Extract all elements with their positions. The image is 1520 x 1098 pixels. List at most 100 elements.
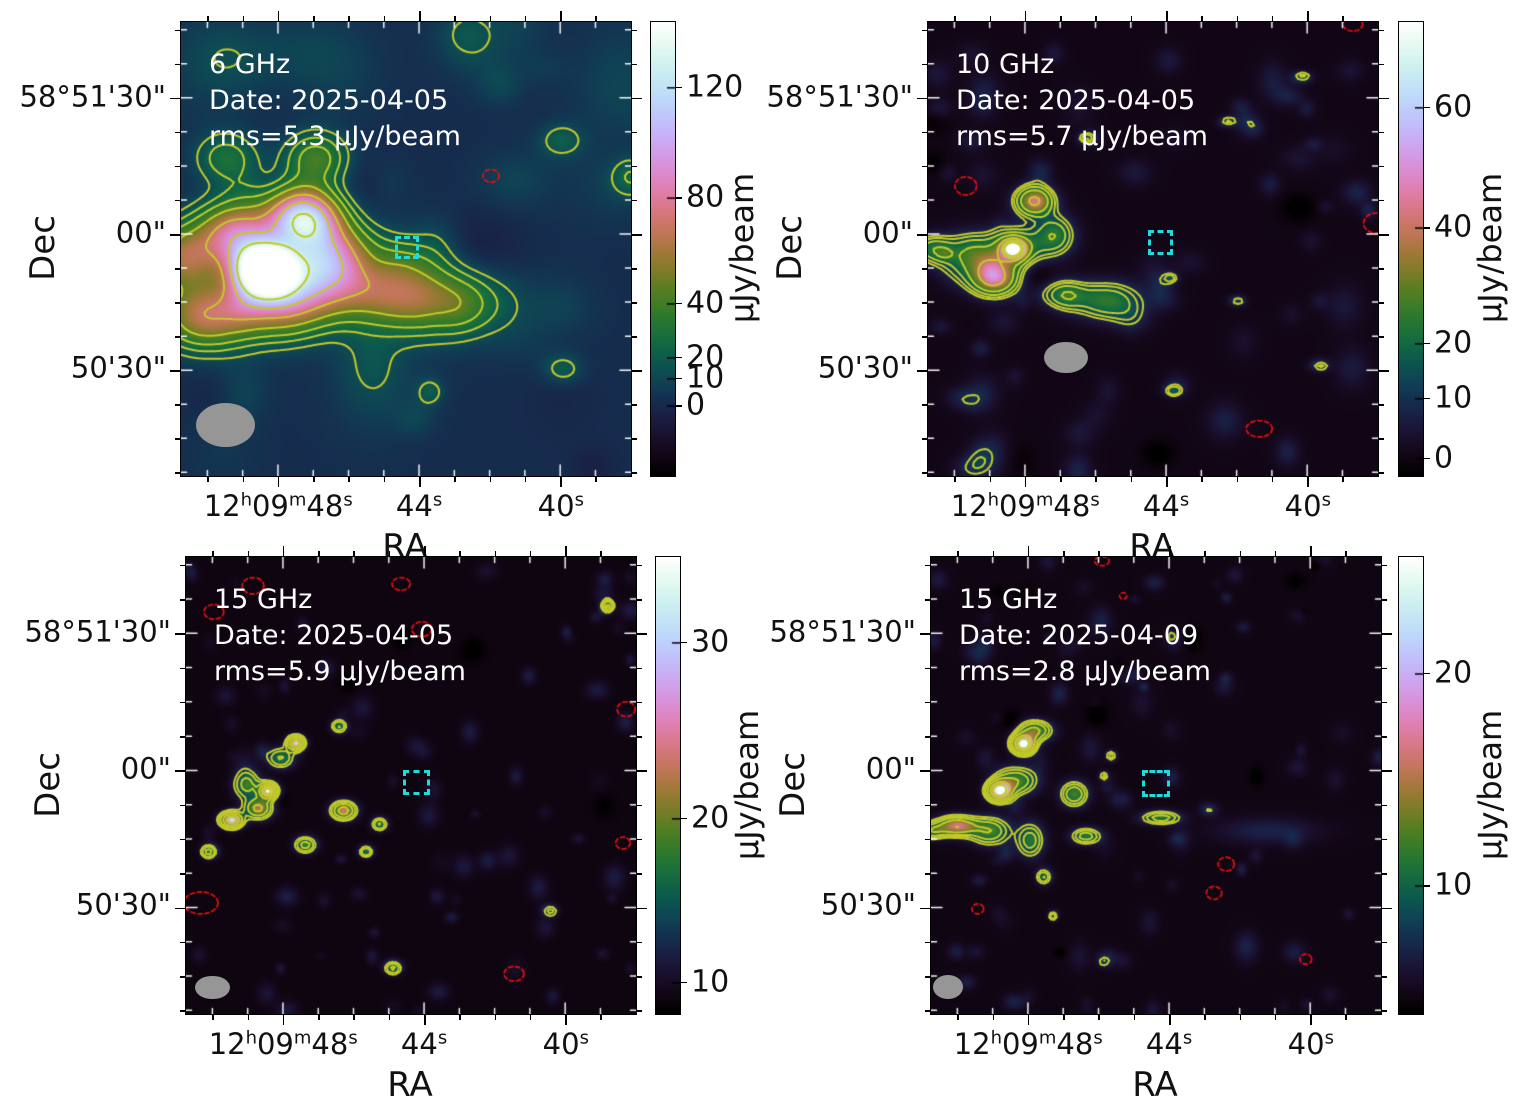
axis-tick	[925, 976, 930, 978]
colorbar-tick-label: 0	[1434, 440, 1454, 476]
axis-tick	[207, 16, 209, 21]
y-tick-label: 00"	[862, 215, 913, 250]
colorbar-tick-label: 10	[686, 360, 725, 396]
axis-tick	[957, 551, 959, 556]
axis-tick	[637, 976, 642, 978]
axis-tick	[632, 131, 637, 134]
target-marker	[395, 235, 419, 259]
colorbar-tick	[1424, 227, 1430, 229]
axis-tick	[454, 16, 456, 21]
axis-tick	[632, 234, 642, 236]
axis-tick	[353, 1015, 355, 1020]
axis-tick	[632, 63, 637, 66]
colorbar-unit-label: µJy/beam	[723, 172, 761, 324]
y-tick-label: 58°51'30"	[24, 614, 171, 649]
target-marker	[402, 769, 430, 795]
axis-tick	[1274, 1015, 1277, 1020]
axis-tick	[175, 907, 185, 910]
axis-tick	[388, 1015, 391, 1020]
axis-tick	[632, 370, 642, 372]
colorbar-tick	[1424, 106, 1430, 109]
axis-tick	[1382, 976, 1387, 978]
date-label: Date: 2025-04-09	[959, 619, 1199, 651]
axis-tick	[925, 599, 930, 601]
colorbar-tick	[1424, 885, 1430, 887]
axis-tick	[920, 770, 930, 772]
axis-tick	[922, 438, 927, 440]
colorbar-tick	[1424, 397, 1430, 400]
axis-tick	[954, 477, 956, 482]
axis-tick	[1166, 11, 1168, 21]
axis-tick	[637, 599, 642, 601]
axis-tick	[925, 736, 930, 738]
axis-tick	[632, 336, 637, 338]
axis-tick	[560, 477, 562, 487]
axis-tick	[1379, 63, 1384, 66]
axis-tick	[313, 477, 315, 482]
axis-tick	[1379, 268, 1384, 270]
axis-tick	[1095, 477, 1097, 482]
axis-tick	[388, 551, 391, 556]
axis-tick	[600, 1015, 602, 1020]
axis-tick	[1379, 97, 1389, 100]
axis-tick	[1204, 1015, 1206, 1020]
colorbar-tick-label: 10	[1434, 380, 1473, 416]
beam-ellipse	[195, 975, 230, 1000]
axis-tick	[1379, 370, 1389, 372]
y-axis-label: Dec	[770, 215, 810, 281]
map-canvas-10ghz	[927, 21, 1379, 477]
axis-tick	[180, 804, 185, 807]
axis-tick	[1379, 29, 1384, 32]
colorbar-tick-label: 30	[691, 624, 730, 660]
map-canvas-15ghz-apr05	[185, 556, 637, 1015]
axis-tick	[207, 477, 209, 482]
axis-tick	[180, 667, 185, 670]
axis-tick	[1201, 16, 1203, 21]
axis-tick	[1027, 1015, 1030, 1025]
axis-tick	[925, 667, 930, 670]
axis-tick	[1345, 1015, 1347, 1020]
axis-tick	[1027, 546, 1030, 556]
date-label: Date: 2025-04-05	[209, 84, 449, 116]
colorbar-15ghz-apr05	[655, 556, 681, 1015]
axis-tick	[1098, 1015, 1100, 1020]
x-tick-label: 44s	[1142, 489, 1190, 523]
axis-tick	[353, 551, 355, 556]
axis-tick	[1379, 336, 1384, 338]
colorbar-tick	[676, 377, 682, 380]
axis-tick	[632, 199, 637, 202]
colorbar-tick-label: 40	[1434, 209, 1473, 245]
panel-annotation: 6 GHz Date: 2025-04-05 rms=5.3 µJy/beam	[209, 47, 461, 155]
date-label: Date: 2025-04-05	[214, 619, 454, 651]
y-tick-label: 50'30"	[820, 887, 916, 922]
y-tick-label: 58°51'30"	[766, 79, 913, 114]
rms-label: rms=5.7 µJy/beam	[956, 120, 1208, 152]
axis-tick	[180, 941, 185, 944]
axis-tick	[992, 551, 995, 556]
colorbar-tick	[681, 817, 687, 820]
axis-tick	[529, 1015, 532, 1020]
axis-tick	[632, 97, 642, 100]
axis-tick	[917, 234, 927, 236]
axis-tick	[277, 477, 280, 487]
colorbar-tick-label: 20	[691, 800, 730, 836]
axis-tick	[922, 302, 927, 304]
rms-label: rms=5.9 µJy/beam	[214, 655, 466, 687]
axis-tick	[212, 551, 214, 556]
colorbar-tick-label: 60	[1434, 89, 1473, 125]
axis-tick	[925, 701, 930, 704]
x-axis-label: RA	[1132, 1065, 1178, 1098]
beam-ellipse	[195, 403, 255, 448]
axis-tick	[989, 16, 992, 21]
axis-tick	[175, 438, 180, 440]
axis-tick	[1382, 907, 1392, 910]
axis-tick	[180, 873, 185, 875]
x-tick-label: 12h09m48s	[953, 1027, 1103, 1061]
axis-tick	[242, 16, 245, 21]
axis-tick	[1095, 16, 1097, 21]
colorbar-tick-label: 0	[686, 387, 706, 423]
axis-tick	[632, 302, 637, 304]
beam-ellipse	[933, 975, 963, 999]
axis-tick	[175, 770, 185, 772]
